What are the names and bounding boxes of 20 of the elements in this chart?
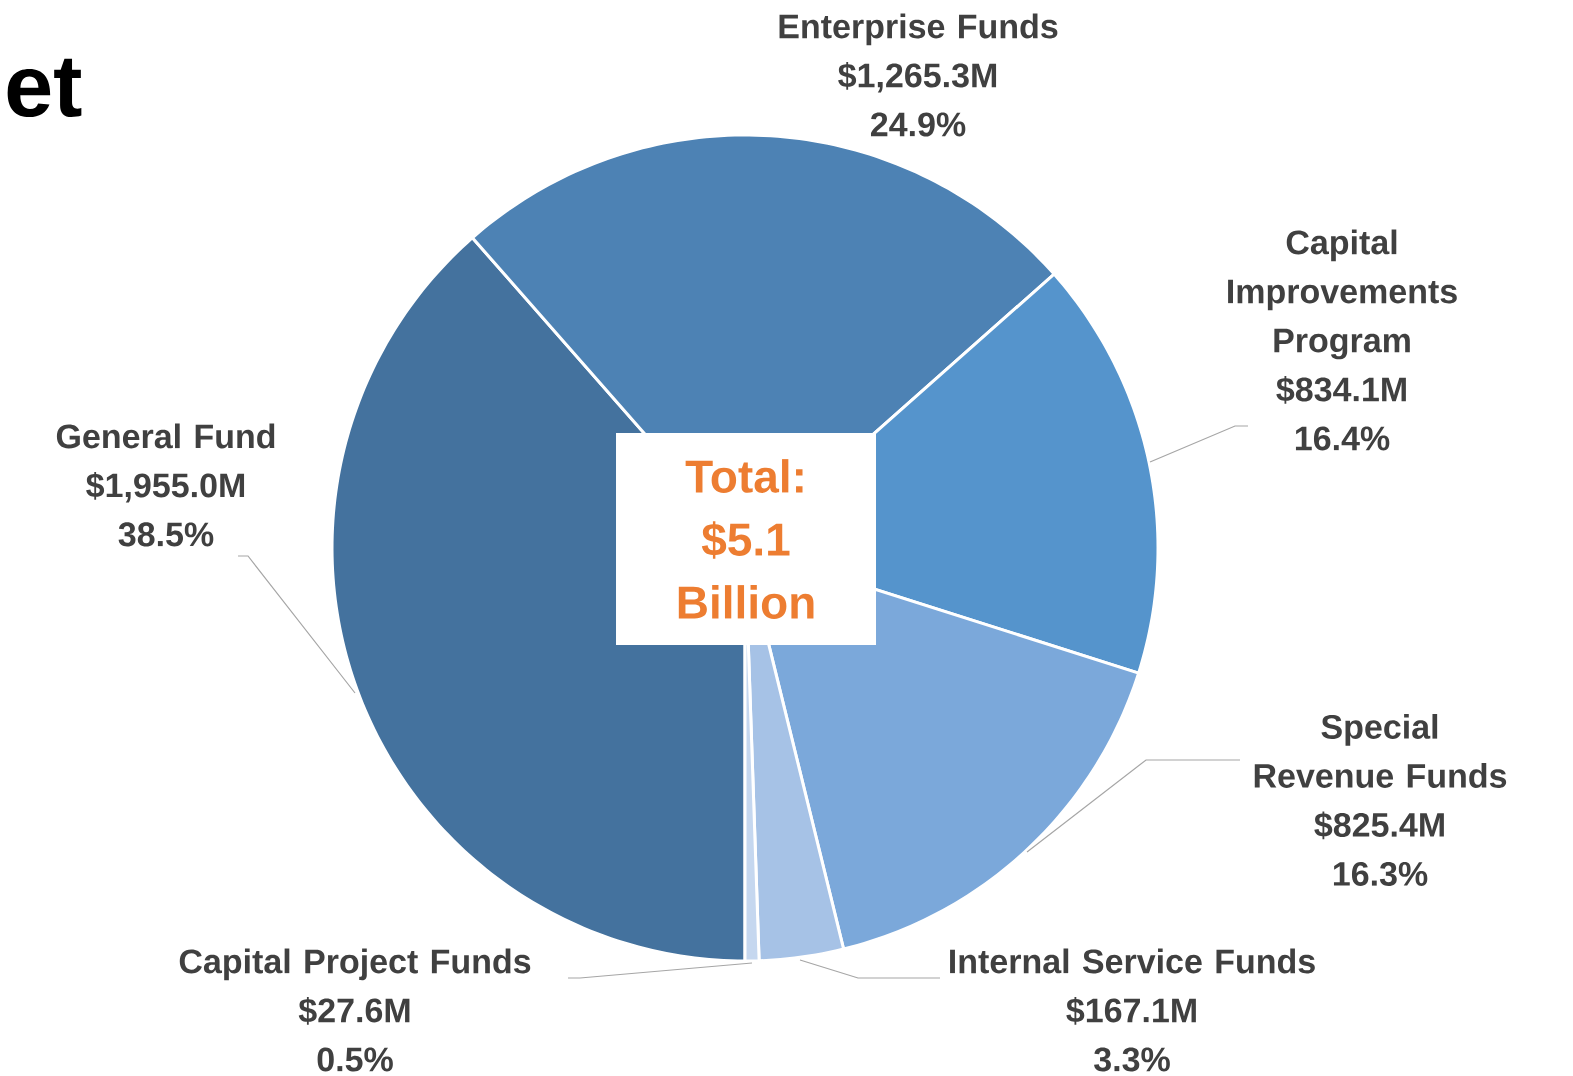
slice-label: General Fund (56, 423, 275, 449)
data-label: $825.4M (1314, 811, 1444, 840)
text: 3.3% (1094, 1047, 1170, 1072)
slice-label: Capital Improvements Program (1228, 229, 1457, 360)
data-label: $834.1M (1276, 375, 1406, 404)
text: Total: $5.1 Billion (678, 459, 814, 619)
chart-title: et (7, 58, 82, 118)
text: 0.5% (317, 1047, 393, 1072)
slice-label: Enterprise Funds (779, 13, 1058, 46)
text: 38.5% (118, 522, 214, 547)
slice-label: Capital Project Funds (179, 948, 531, 981)
data-label: $1,265.3M (838, 61, 997, 93)
slice-label: Special Revenue Funds (1254, 713, 1507, 788)
text: 16.3% (1333, 861, 1428, 886)
data-label: $1,955.0M (86, 471, 245, 503)
data-label: $27.6M (298, 996, 410, 1025)
slice-label: Internal Service Funds (950, 948, 1315, 974)
text: 24.9% (870, 112, 966, 137)
text: 16.4% (1295, 426, 1390, 451)
data-label: $167.1M (1066, 996, 1196, 1025)
